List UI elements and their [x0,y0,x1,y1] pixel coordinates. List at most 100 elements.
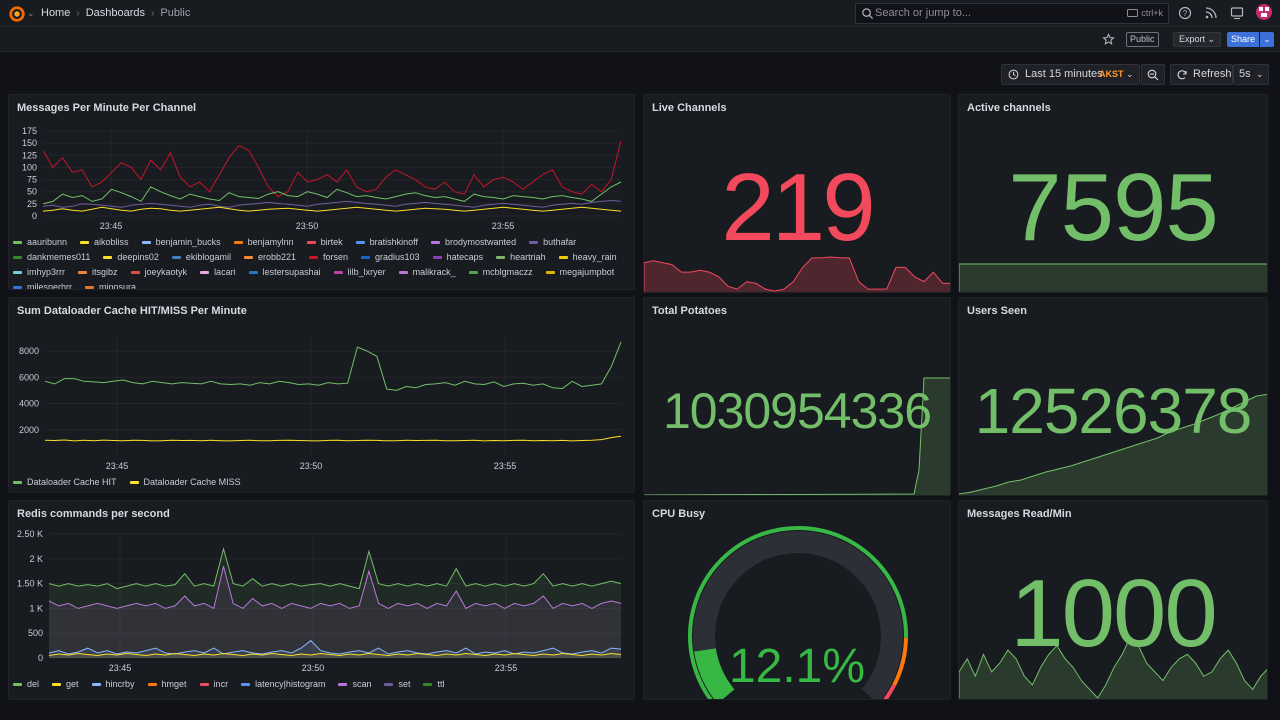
rss-icon[interactable] [1204,6,1218,20]
legend-item[interactable]: birtek [306,237,343,247]
legend-label: incr [213,679,229,689]
legend-item[interactable]: incr [199,679,229,689]
x-tick-label: 23:45 [100,221,123,231]
panel-redis-commands[interactable]: Redis commands per second 0 500 1 K 1.50 K 2… [8,500,635,700]
legend-item[interactable]: set [384,679,410,689]
legend-swatch [103,255,113,259]
legend-item[interactable]: latency|histogram [241,679,325,689]
export-button[interactable]: Export ⌄ [1173,32,1221,47]
legend-item[interactable]: del [13,679,39,689]
legend-item[interactable]: benjamin_bucks [141,237,221,247]
legend-item[interactable]: hincrby [91,679,135,689]
legend-item[interactable]: heartriah [496,252,546,262]
panel-dataloader-cache[interactable]: Sum Dataloader Cache HIT/MISS Per Minute… [8,297,635,493]
star-icon[interactable] [1102,33,1115,46]
search-shortcut: ctrl+k [1127,8,1163,18]
legend-label: itsgibz [92,267,118,277]
panel-title: Redis commands per second [17,508,170,520]
legend-swatch [545,270,555,274]
legend-label: lacari [214,267,236,277]
y-tick-label: 1 K [29,603,43,613]
legend-swatch [13,682,22,686]
legend-swatch [129,480,139,484]
legend-item[interactable]: Dataloader Cache MISS [129,477,241,487]
panel-live-channels[interactable]: Live Channels 219 [643,94,951,293]
legend-item[interactable]: Dataloader Cache HIT [13,477,117,487]
legend-item[interactable]: bratishkinoff [355,237,419,247]
legend-item[interactable]: gradius103 [361,252,420,262]
legend-item[interactable]: benjamylnn [233,237,294,247]
legend-swatch [52,682,62,686]
share-button[interactable]: Share [1227,32,1259,47]
breadcrumb-dashboards[interactable]: Dashboards [85,7,146,19]
legend-item[interactable]: milesperhrr [13,282,72,289]
legend-swatch [338,682,348,686]
legend-item[interactable]: malikrack_ [398,267,456,277]
legend-item[interactable]: itsgibz [78,267,118,277]
panel-cpu-busy[interactable]: CPU Busy 12.1% [643,500,951,700]
sparkline [959,263,1267,292]
legend-label: mcblgmaczz [482,267,533,277]
panel-messages-read[interactable]: Messages Read/Min 1000 [958,500,1268,700]
legend-item[interactable]: brodymostwanted [431,237,516,247]
zoom-out-button[interactable] [1141,64,1165,85]
help-icon[interactable]: ? [1178,6,1192,20]
legend-item[interactable]: heavy_rain [558,252,617,262]
panel-users-seen[interactable]: Users Seen 12526378 [958,297,1268,496]
legend-label: minosura [99,282,137,289]
legend-label: bratishkinoff [369,237,419,247]
chevron-down-icon: ⌄ [1207,34,1216,44]
legend-swatch [241,682,251,686]
legend-item[interactable]: minosura [85,282,136,289]
monitor-icon[interactable] [1230,6,1244,20]
avatar[interactable] [1256,4,1272,20]
refresh-interval-picker[interactable]: 5s ⌄ [1233,64,1269,85]
grafana-logo-icon[interactable] [8,5,26,23]
keyboard-icon [1127,9,1139,17]
panel-messages-per-minute[interactable]: Messages Per Minute Per Channel 0 25 50 75 1… [8,94,635,290]
legend-item[interactable]: hatecaps [432,252,483,262]
legend-swatch [558,255,568,259]
legend-item[interactable]: erobb221 [243,252,296,262]
legend-item[interactable]: lacari [200,267,236,277]
x-tick-label: 23:50 [302,663,325,673]
legend-item[interactable]: deepins02 [103,252,159,262]
x-tick-label: 23:45 [109,663,132,673]
breadcrumb-home[interactable]: Home [41,7,71,19]
y-tick-label: 150 [22,138,37,148]
chevron-down-icon[interactable]: ⌄ [27,8,35,18]
legend-swatch [199,682,209,686]
legend-item[interactable]: hmget [147,679,187,689]
legend-item[interactable]: mcblgmaczz [468,267,533,277]
panel-active-channels[interactable]: Active channels 7595 [958,94,1268,293]
legend-item[interactable]: get [52,679,79,689]
legend-item[interactable]: joeykaotyk [130,267,187,277]
legend-swatch [398,270,408,274]
legend-item[interactable]: ekiblogamil [171,252,231,262]
legend-item[interactable]: imhyp3rrr [13,267,65,277]
legend-item[interactable]: lilb_lxryer [333,267,386,277]
legend-item[interactable]: dankmemes011 [13,252,90,262]
legend-item[interactable]: aauribunn [13,237,67,247]
search-input[interactable]: Search or jump to... ctrl+k [855,3,1169,24]
legend-label: latency|histogram [255,679,326,689]
legend-label: hmget [161,679,187,689]
legend-label: benjamin_bucks [155,237,221,247]
time-range-picker[interactable]: Last 15 minutes AKST ⌄ [1001,64,1140,85]
redis-chart: 0 500 1 K 1.50 K 2 K 2.50 K 23:45 23:50 23:55 [17,529,622,673]
legend-item[interactable]: aikobliss [80,237,129,247]
legend-item[interactable]: lestersupashai [248,267,321,277]
panel-total-potatoes[interactable]: Total Potatoes 1030954336 [643,297,951,496]
legend-item[interactable]: ttl [423,679,445,689]
refresh-interval-label: 5s [1239,68,1251,80]
share-dropdown-button[interactable]: ⌄ [1260,32,1274,47]
refresh-button[interactable]: Refresh [1170,64,1233,85]
legend-item[interactable]: buthafar [529,237,576,247]
legend-item[interactable]: forsen [309,252,348,262]
y-tick-label: 8000 [19,346,39,356]
legend-item[interactable]: scan [338,679,371,689]
y-tick-label: 1.50 K [17,579,43,589]
legend-swatch [85,285,95,289]
legend-item[interactable]: megajumpbot [545,267,614,277]
legend-swatch [306,240,316,244]
